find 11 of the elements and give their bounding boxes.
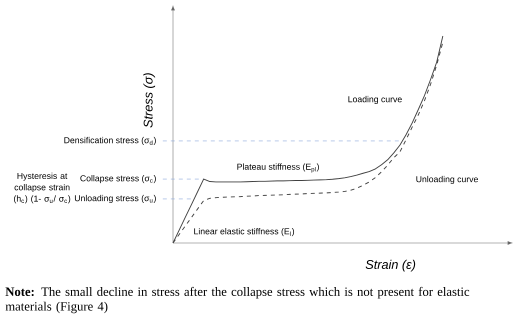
annotation: Plateau stiffness (E$_{pl}$) bbox=[237, 163, 319, 173]
text: Note: The small decline in stress after the collapse stress which is not present for elastic materials (Figure 4) bbox=[6, 286, 470, 314]
ref-line-label: Collapse stress (σ$_{c}$) bbox=[80, 175, 156, 184]
annotation: Loading curve bbox=[348, 96, 402, 104]
x-axis-title: Strain (ε) bbox=[366, 260, 416, 272]
y-axis-title: Stress (σ) bbox=[143, 73, 156, 128]
ref-line-label: Densification stress (σ$_{d}$) bbox=[64, 136, 156, 145]
ref-line-label: Unloading stress (σ$_{u}$) bbox=[74, 194, 156, 203]
annotation: Unloading curve bbox=[416, 176, 478, 184]
text: Hysteresis at collapse strain (h$_{c}$) (1- σ$_{u}$/ σ$_{c}$) bbox=[14, 172, 70, 204]
annotation: Linear elastic stiffness (E$_{l}$) bbox=[194, 228, 294, 236]
